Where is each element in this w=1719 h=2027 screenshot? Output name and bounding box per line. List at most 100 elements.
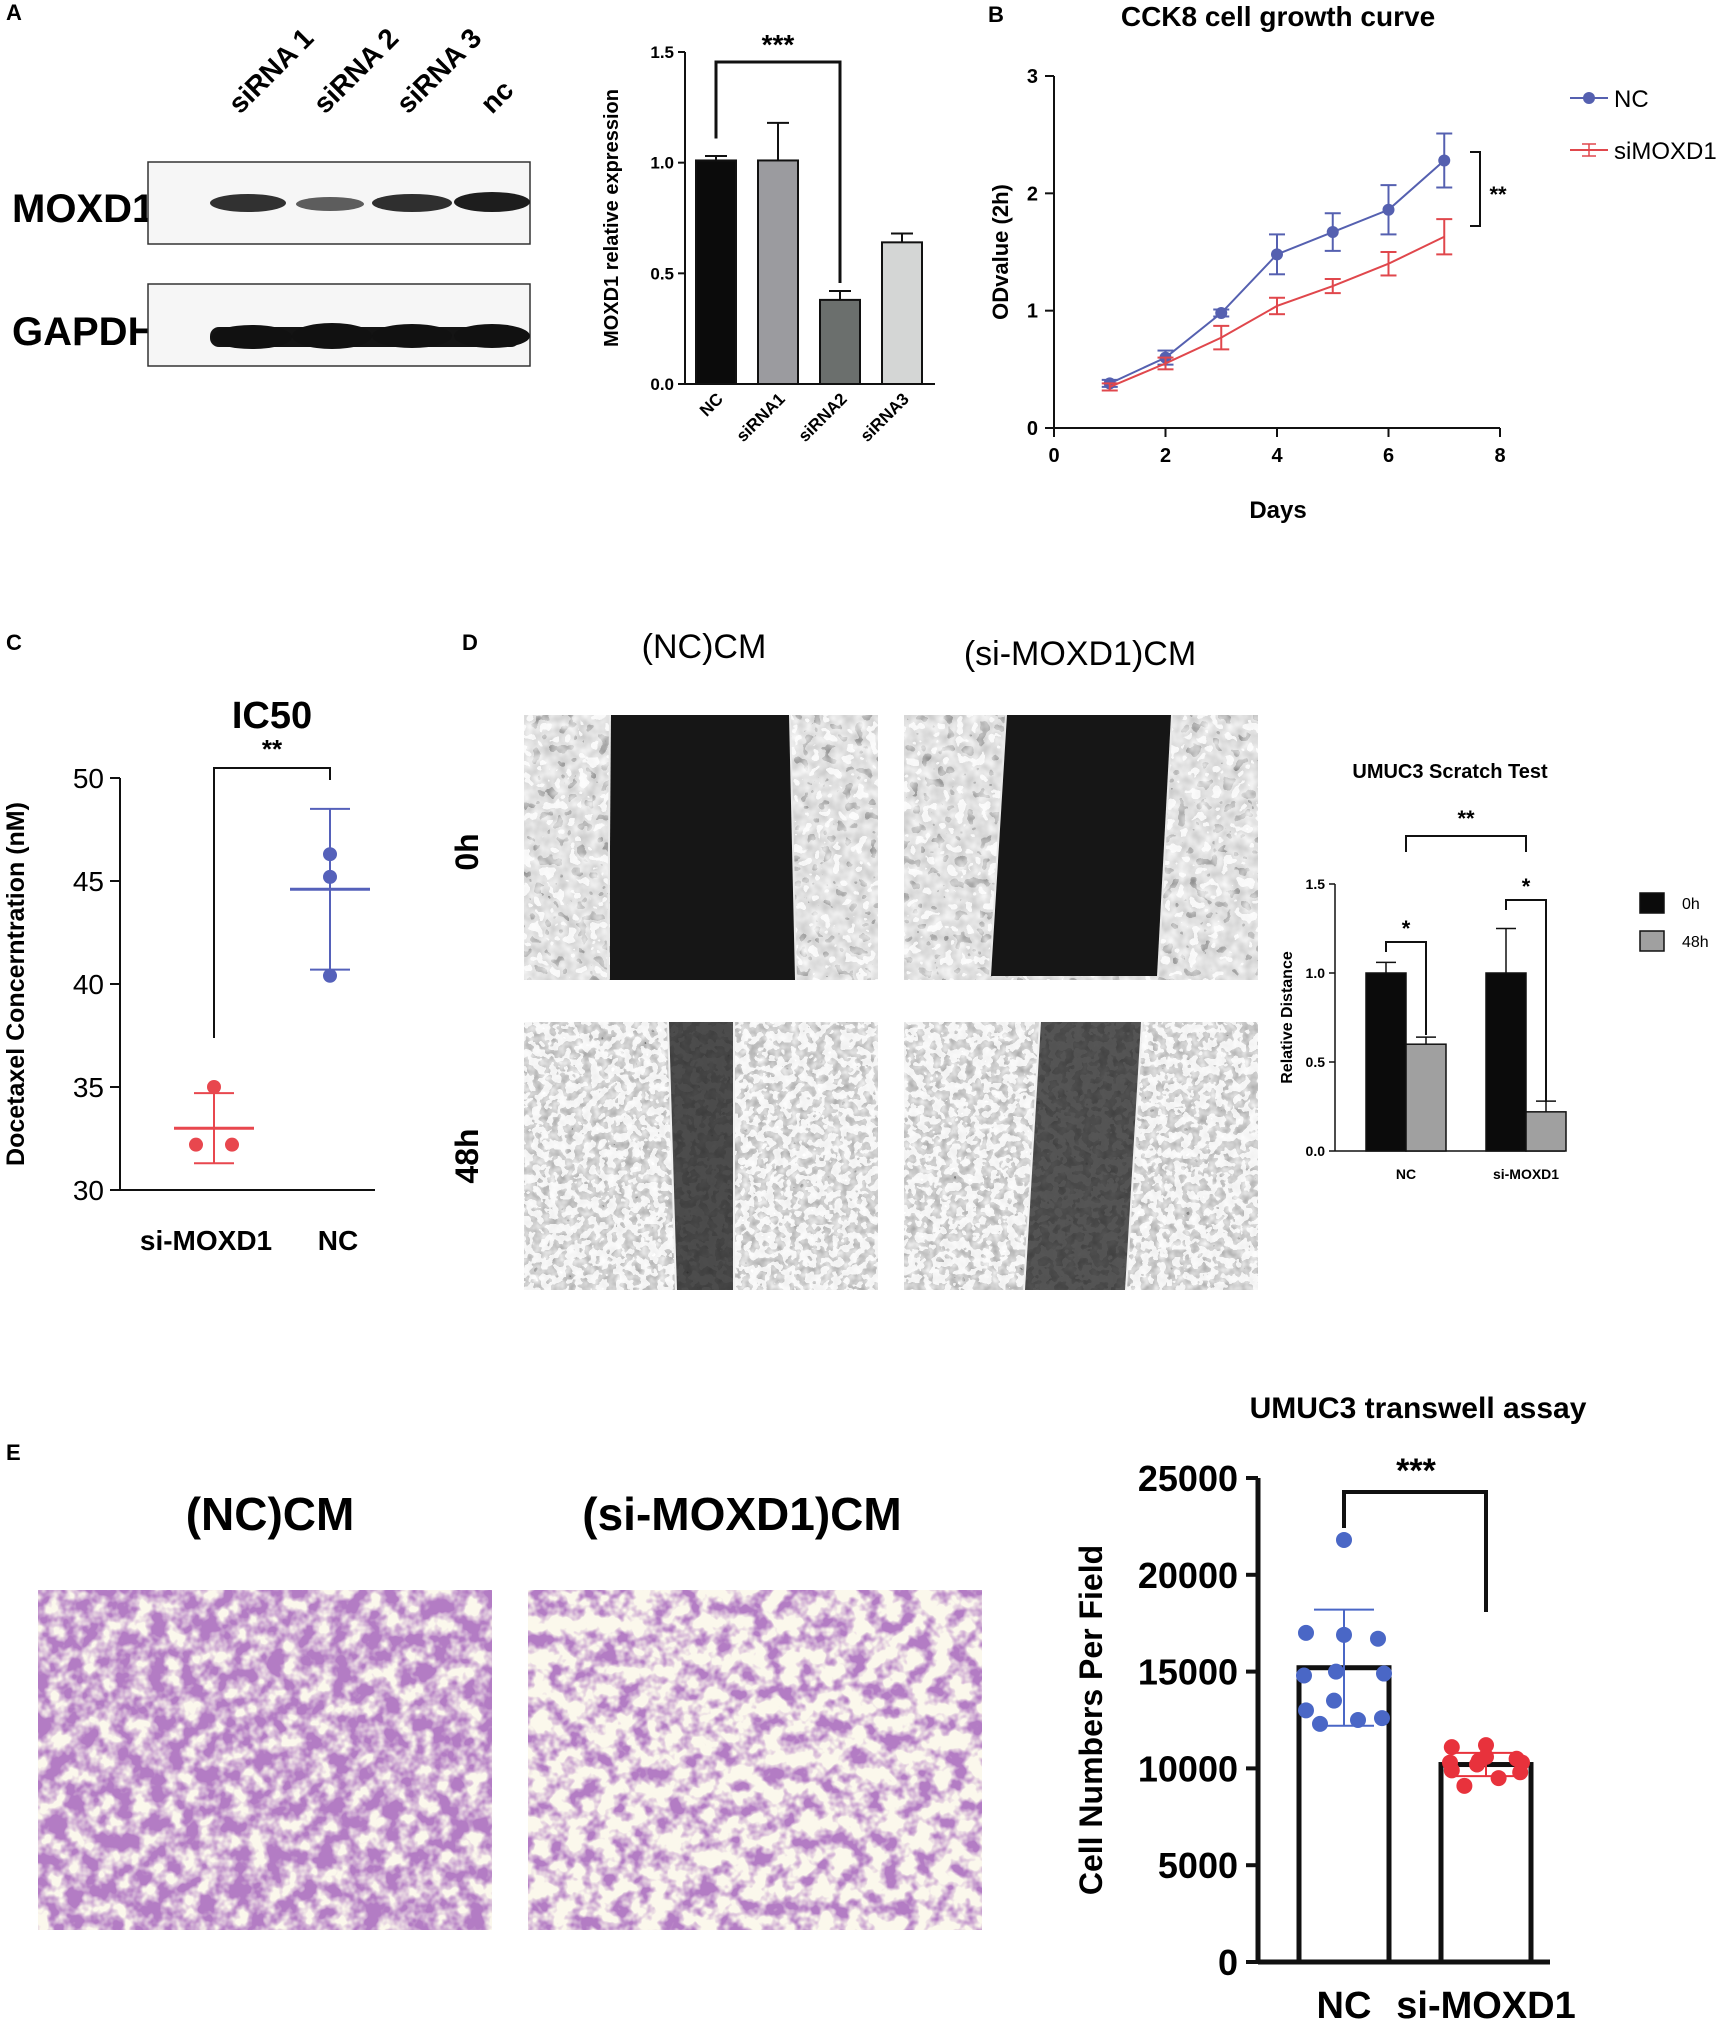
panel-letter-e: E [6,1440,21,1465]
blot-row-label: MOXD1 [12,187,154,231]
y-tick-label: 0.5 [1306,1054,1326,1070]
x-tick-label: 8 [1494,445,1505,467]
significance-label: ** [1457,806,1475,831]
chart-c-ic50: IC50 30 35 40 45 50 Docetaxel Concerntration (… [2,695,375,1256]
transwell-image-label: (NC)CM [186,1488,355,1540]
data-point [1438,154,1451,167]
series-line [1109,235,1445,388]
y-tick-label: 50 [73,763,104,794]
significance-label: * [1402,916,1411,941]
y-tick-label: 2 [1027,183,1038,205]
y-axis-title: Docetaxel Concerntration (nM) [2,802,30,1166]
scratch-image-nc-0h [524,714,878,981]
bar [757,159,799,385]
x-tick-label: NC [696,389,727,420]
significance-bracket [1342,1490,1488,1612]
data-point [1374,1710,1390,1727]
y-tick-label: 35 [73,1072,104,1103]
legend-label: siMOXD1 [1614,138,1717,165]
y-tick-label: 15000 [1138,1652,1238,1693]
transwell-images: (NC)CM (si-MOXD1)CM [38,1488,982,1930]
y-tick-label: 10000 [1138,1748,1238,1789]
blot-row-label: GAPDH [12,310,156,354]
bar [881,241,923,385]
data-point [1512,1764,1529,1781]
x-tick-label: si-MOXD1 [140,1225,272,1256]
x-tick-label: 6 [1383,445,1394,467]
transwell-image-nc [38,1590,492,1930]
legend-swatch [1639,892,1665,914]
blot-band [210,194,286,212]
chart-title: CCK8 cell growth curve [1121,1,1435,32]
y-axis-title: MOXD1 relative expression [601,89,623,347]
y-tick-label: 3 [1027,66,1038,88]
y-tick-label: 0.0 [1306,1143,1326,1159]
x-tick-label: 4 [1271,445,1283,467]
significance-label: *** [762,29,795,60]
data-point [1456,1777,1473,1794]
blot-band [454,192,530,212]
blot-band [292,323,372,349]
bar [1438,1762,1534,1965]
legend-swatch [1639,930,1665,952]
bar [819,298,861,386]
x-tick-label: NC [1396,1166,1416,1182]
significance-label: * [1522,874,1531,899]
blot-lane-label: siRNA 1 [222,22,319,119]
x-tick-label: si-MOXD1 [1493,1166,1559,1182]
data-point [1469,1756,1485,1773]
x-axis-title: Days [1249,497,1306,524]
scratch-row-label: 0h [449,833,485,870]
x-tick-label: 2 [1160,445,1171,467]
x-tick-label: siRNA3 [857,389,913,445]
scratch-row-label: 48h [449,1128,485,1183]
data-point [1298,1624,1314,1641]
data-point [1490,1770,1507,1787]
scratch-images: (NC)CM (si-MOXD1)CM 0h 48h [449,628,1258,1291]
significance-bracket [213,767,331,1038]
y-tick-label: 5000 [1158,1845,1238,1886]
blot-band [372,324,452,348]
bar [695,159,737,385]
y-tick-label: 1.0 [650,154,674,173]
chart-b-growth-curve: CCK8 cell growth curve 0 1 2 3 0 2 4 6 8 Days ODval… [988,1,1717,524]
y-tick-label: 1.0 [1306,965,1326,981]
panel-letter-d: D [462,630,478,655]
y-tick-label: 1 [1027,301,1038,323]
blot-lane-label: siRNA 2 [307,22,404,119]
significance-label: ** [1489,182,1507,207]
data-point [207,1080,221,1094]
data-point [323,847,337,862]
data-point [225,1137,239,1152]
data-point [1296,1667,1312,1684]
y-tick-label: 25000 [1138,1458,1238,1499]
data-point [1382,203,1395,216]
data-point [1478,1737,1494,1754]
chart-title: UMUC3 Scratch Test [1352,761,1548,783]
significance-label: ** [262,734,283,764]
western-blot: siRNA 1 siRNA 2 siRNA 3 nc MOXD1 GAPDH [12,22,531,367]
blot-band [212,325,292,349]
panel-letter-c: C [6,630,22,655]
data-point [1326,226,1339,239]
x-tick-label: si-MOXD1 [1396,1985,1575,2027]
significance-bracket [1505,899,1547,1102]
data-point [1350,1712,1366,1728]
scratch-image-si-48h [904,1021,1258,1291]
blot-band [296,197,364,211]
y-tick-label: 1.5 [1306,876,1326,892]
y-axis-title: Relative Distance [1279,951,1296,1084]
data-point [1443,1762,1460,1779]
significance-bracket [1385,941,1427,1035]
y-tick-label: 0 [1218,1942,1238,1983]
x-tick-label: NC [318,1225,358,1256]
scratch-image-nc-48h [524,1021,878,1291]
x-tick-label: NC [1317,1985,1372,2027]
data-point [1443,1739,1460,1756]
chart-e-transwell: UMUC3 transwell assay 0 5000 10000 15000 2000… [1073,1392,1587,2027]
blot-lane-label: siRNA 3 [390,22,487,119]
blot-band [454,324,530,348]
chart-title: UMUC3 transwell assay [1250,1392,1587,1425]
bar [1485,972,1527,1152]
